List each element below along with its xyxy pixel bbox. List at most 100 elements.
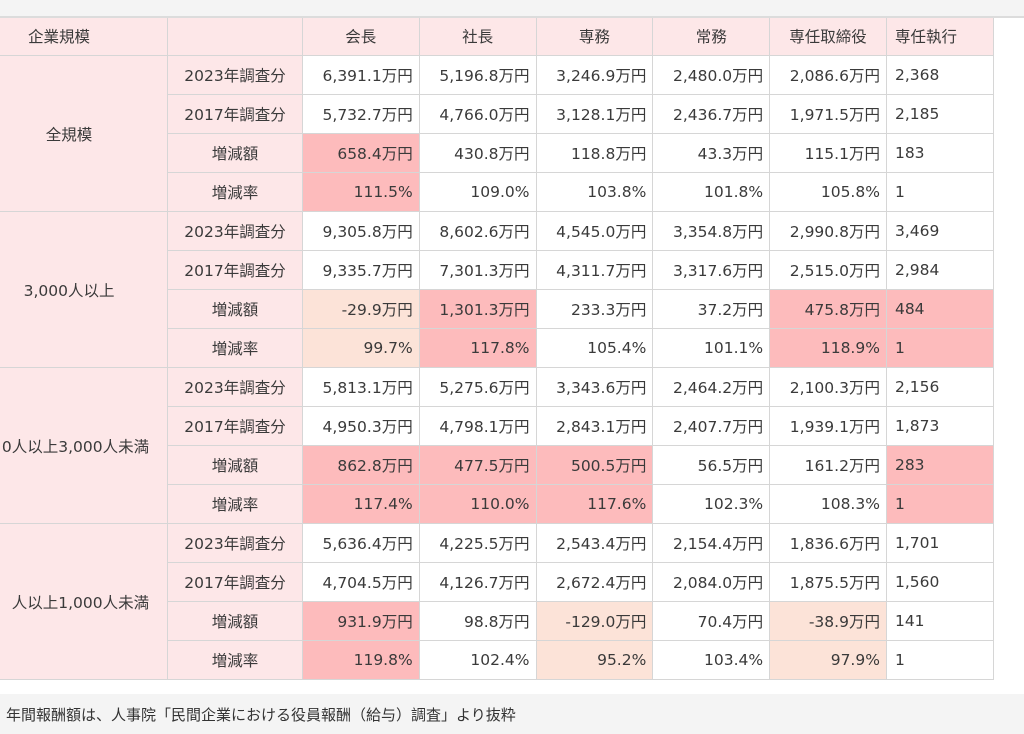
header-col: 専務	[535, 18, 654, 56]
table-container[interactable]: 企業規模 会長 社長 専務 常務 専任取締役 専任執行 全規模 2023年調査分 6…	[0, 16, 1024, 694]
value-cell: 102.3%	[652, 484, 771, 524]
row-label: 増減額	[167, 445, 303, 485]
value-cell: 3,317.6万円	[652, 250, 771, 290]
value-cell: 117.8%	[418, 328, 537, 368]
header-col: 社長	[418, 18, 537, 56]
value-cell: 4,311.7万円	[535, 250, 654, 290]
header-col: 常務	[652, 18, 771, 56]
value-cell: 2,436.7万円	[652, 94, 771, 134]
value-cell: 103.8%	[535, 172, 654, 212]
value-cell: 931.9万円	[301, 601, 420, 641]
value-cell: 1,560	[885, 562, 995, 602]
value-cell: 7,301.3万円	[418, 250, 537, 290]
value-cell: 4,950.3万円	[301, 406, 420, 446]
value-cell: 2,984	[885, 250, 995, 290]
value-cell: 95.2%	[535, 640, 654, 680]
value-cell: 56.5万円	[652, 445, 771, 485]
value-cell: 2,464.2万円	[652, 367, 771, 407]
row-label: 2017年調査分	[167, 562, 303, 602]
header-blank	[167, 18, 303, 56]
value-cell: 2,368	[885, 55, 995, 95]
value-cell: 101.1%	[652, 328, 771, 368]
value-cell: 2,515.0万円	[769, 250, 887, 290]
value-cell: 2,407.7万円	[652, 406, 771, 446]
table-row: 増減率 111.5% 109.0% 103.8% 101.8% 105.8% 1	[0, 172, 995, 212]
value-cell: 2,843.1万円	[535, 406, 654, 446]
value-cell: 109.0%	[418, 172, 537, 212]
value-cell: 2,990.8万円	[769, 211, 887, 251]
value-cell: 5,813.1万円	[301, 367, 420, 407]
value-cell: 99.7%	[301, 328, 420, 368]
value-cell: 862.8万円	[301, 445, 420, 485]
value-cell: 1,875.5万円	[769, 562, 887, 602]
value-cell: 3,128.1万円	[535, 94, 654, 134]
table-row: 増減額 -29.9万円 1,301.3万円 233.3万円 37.2万円 475.8万円 4…	[0, 289, 995, 329]
value-cell: 111.5%	[301, 172, 420, 212]
value-cell: 1,939.1万円	[769, 406, 887, 446]
row-label: 増減率	[167, 172, 303, 212]
value-cell: 2,156	[885, 367, 995, 407]
value-cell: 1,836.6万円	[769, 523, 887, 563]
value-cell: 115.1万円	[769, 133, 887, 173]
value-cell: -38.9万円	[769, 601, 887, 641]
header-company-size: 企業規模	[0, 18, 169, 56]
value-cell: 283	[885, 445, 995, 485]
value-cell: 2,086.6万円	[769, 55, 887, 95]
row-label: 増減率	[167, 328, 303, 368]
value-cell: 8,602.6万円	[418, 211, 537, 251]
value-cell: 1,301.3万円	[418, 289, 537, 329]
row-label: 増減額	[167, 289, 303, 329]
company-size-label: 0人以上3,000人未満	[0, 367, 169, 524]
value-cell: 1	[885, 172, 995, 212]
value-cell: 101.8%	[652, 172, 771, 212]
value-cell: 4,766.0万円	[418, 94, 537, 134]
value-cell: 98.8万円	[418, 601, 537, 641]
value-cell: 110.0%	[418, 484, 537, 524]
company-size-label: 人以上1,000人未満	[0, 523, 169, 680]
value-cell: 9,305.8万円	[301, 211, 420, 251]
value-cell: 2,100.3万円	[769, 367, 887, 407]
value-cell: 1	[885, 484, 995, 524]
table-row: 増減額 931.9万円 98.8万円 -129.0万円 70.4万円 -38.9万円 141	[0, 601, 995, 641]
header-col: 専任取締役	[769, 18, 887, 56]
value-cell: 5,196.8万円	[418, 55, 537, 95]
value-cell: 1,873	[885, 406, 995, 446]
value-cell: 119.8%	[301, 640, 420, 680]
table-row: 3,000人以上 2023年調査分 9,305.8万円 8,602.6万円 4,545.…	[0, 211, 995, 368]
header-col: 専任執行	[885, 18, 995, 56]
row-label: 2023年調査分	[167, 367, 303, 407]
company-size-label: 3,000人以上	[0, 211, 169, 368]
table-body: 全規模 2023年調査分 6,391.1万円 5,196.8万円 3,246.9万円 2,…	[0, 55, 995, 680]
value-cell: 5,732.7万円	[301, 94, 420, 134]
value-cell: 1,701	[885, 523, 995, 563]
table-row: 増減率 99.7% 117.8% 105.4% 101.1% 118.9% 1	[0, 328, 995, 368]
value-cell: 2,480.0万円	[652, 55, 771, 95]
value-cell: 430.8万円	[418, 133, 537, 173]
value-cell: 5,636.4万円	[301, 523, 420, 563]
value-cell: 1,971.5万円	[769, 94, 887, 134]
row-label: 2023年調査分	[167, 523, 303, 563]
row-label: 2023年調査分	[167, 211, 303, 251]
value-cell: 4,225.5万円	[418, 523, 537, 563]
table-row: 0人以上3,000人未満 2023年調査分 5,813.1万円 5,275.6万円 3,…	[0, 367, 995, 524]
table-row: 人以上1,000人未満 2023年調査分 5,636.4万円 4,225.5万円 2,5…	[0, 523, 995, 680]
row-label: 増減率	[167, 640, 303, 680]
table-row: 2017年調査分 4,950.3万円 4,798.1万円 2,843.1万円 2,407…	[0, 406, 995, 446]
row-label: 2017年調査分	[167, 94, 303, 134]
value-cell: 103.4%	[652, 640, 771, 680]
value-cell: 3,246.9万円	[535, 55, 654, 95]
value-cell: 3,343.6万円	[535, 367, 654, 407]
value-cell: 477.5万円	[418, 445, 537, 485]
value-cell: 6,391.1万円	[301, 55, 420, 95]
value-cell: 3,469	[885, 211, 995, 251]
value-cell: 108.3%	[769, 484, 887, 524]
value-cell: 1	[885, 328, 995, 368]
value-cell: -29.9万円	[301, 289, 420, 329]
row-label: 増減率	[167, 484, 303, 524]
value-cell: 9,335.7万円	[301, 250, 420, 290]
table-row: 全規模 2023年調査分 6,391.1万円 5,196.8万円 3,246.9万円 2,…	[0, 55, 995, 212]
value-cell: 500.5万円	[535, 445, 654, 485]
value-cell: 233.3万円	[535, 289, 654, 329]
value-cell: 2,543.4万円	[535, 523, 654, 563]
value-cell: 484	[885, 289, 995, 329]
